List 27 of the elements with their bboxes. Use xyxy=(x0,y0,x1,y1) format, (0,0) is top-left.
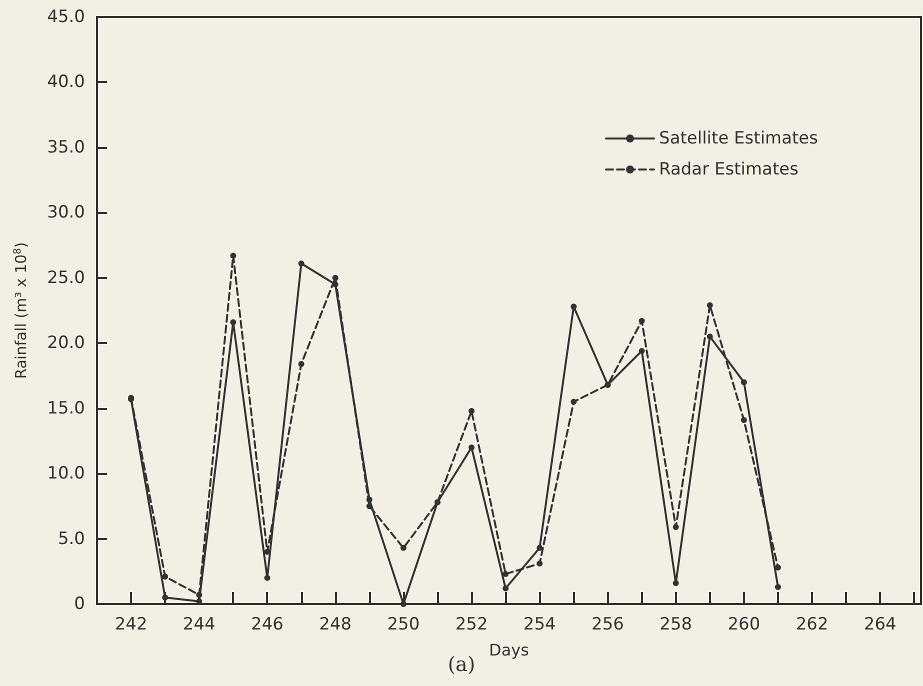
y-tick-label: 20.0 xyxy=(47,333,85,354)
y-tick-label: 5.0 xyxy=(58,528,85,549)
y-tick-label: 30.0 xyxy=(47,202,85,223)
y-tick-label: 15.0 xyxy=(47,398,85,418)
x-tick-label: 254 xyxy=(523,614,556,634)
y-tick-label: 45.0 xyxy=(47,7,85,27)
legend-label: Radar Estimates xyxy=(659,160,799,180)
x-tick-label: 244 xyxy=(182,614,216,634)
y-tick-label: 25.0 xyxy=(47,268,85,288)
y-axis-title: Rainfall (m³ x 108) xyxy=(12,242,30,379)
legend-label: Satellite Estimates xyxy=(659,128,818,148)
y-tick-label: 10.0 xyxy=(47,464,85,484)
x-tick-label: 246 xyxy=(251,614,284,634)
x-tick-label: 262 xyxy=(796,614,828,634)
x-tick-label: 252 xyxy=(455,614,488,634)
y-tick-label: 35.0 xyxy=(47,137,85,158)
x-axis-title: Days xyxy=(489,640,529,660)
text: (a) xyxy=(448,652,476,676)
y-tick-label: 40.0 xyxy=(47,72,85,92)
x-tick-label: 260 xyxy=(728,614,760,634)
x-tick-label: 256 xyxy=(592,614,624,634)
x-tick-label: 248 xyxy=(319,614,352,634)
x-tick-label: 258 xyxy=(660,614,692,634)
y-tick-label: 0 xyxy=(74,594,85,614)
x-tick-label: 242 xyxy=(114,614,148,634)
x-tick-label: 264 xyxy=(864,614,896,634)
x-tick-label: 250 xyxy=(387,614,420,634)
